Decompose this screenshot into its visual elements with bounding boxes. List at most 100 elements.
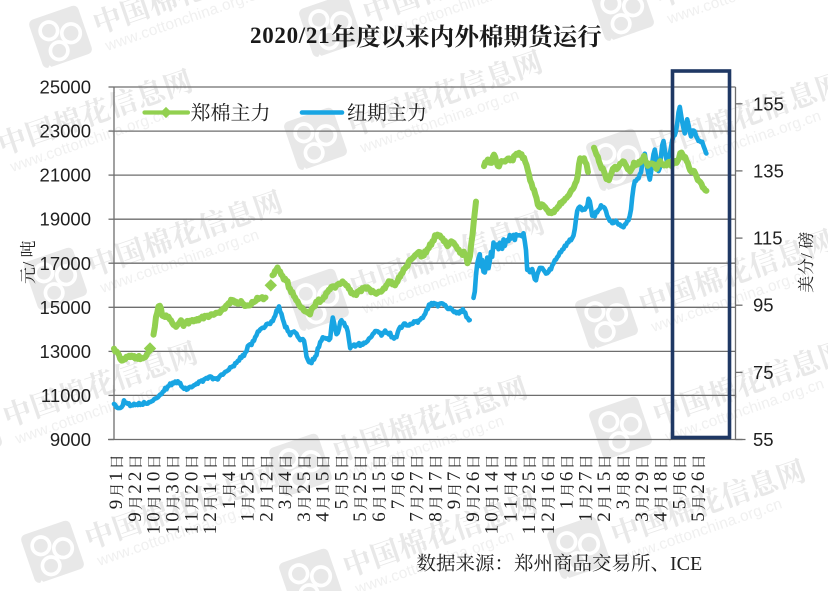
svg-text:8: 8 (651, 472, 672, 482)
svg-text:1: 1 (594, 484, 615, 494)
svg-text:2: 2 (463, 484, 484, 494)
svg-text:15000: 15000 (40, 297, 91, 318)
svg-text:9: 9 (106, 500, 127, 510)
svg-text:7: 7 (425, 472, 446, 482)
svg-text:4: 4 (651, 512, 672, 522)
svg-text:7: 7 (576, 472, 597, 482)
svg-text:1: 1 (219, 500, 240, 510)
svg-text:135: 135 (753, 160, 784, 181)
svg-text:5: 5 (519, 472, 540, 482)
svg-text:0: 0 (181, 472, 202, 482)
svg-text:1: 1 (500, 512, 521, 522)
svg-text:8: 8 (425, 512, 446, 522)
svg-text:3: 3 (163, 484, 184, 494)
svg-text:1: 1 (482, 525, 503, 535)
svg-text:6: 6 (369, 512, 390, 522)
svg-text:6: 6 (538, 472, 559, 482)
svg-text:6: 6 (463, 472, 484, 482)
svg-text:3: 3 (632, 512, 653, 522)
svg-text:2: 2 (256, 512, 277, 522)
svg-text:6: 6 (688, 472, 709, 482)
svg-text:1: 1 (519, 512, 540, 522)
svg-text:2020/21: 2020/21 (250, 23, 330, 48)
svg-text:1: 1 (200, 484, 221, 494)
svg-text:1: 1 (500, 500, 521, 510)
svg-text:1: 1 (425, 484, 446, 494)
svg-text:ICE: ICE (670, 553, 702, 575)
svg-text:6: 6 (669, 472, 690, 482)
svg-text:2: 2 (200, 512, 221, 522)
svg-text:1: 1 (181, 525, 202, 535)
svg-text:1: 1 (538, 484, 559, 494)
svg-text:0: 0 (163, 512, 184, 522)
svg-text:5: 5 (594, 472, 615, 482)
svg-text:5: 5 (350, 512, 371, 522)
svg-text:4: 4 (500, 471, 521, 481)
svg-text:1: 1 (238, 512, 259, 522)
svg-text:1: 1 (106, 472, 127, 482)
svg-text:1: 1 (163, 525, 184, 535)
svg-text:19000: 19000 (40, 209, 91, 230)
svg-text:1: 1 (369, 484, 390, 494)
svg-text:21000: 21000 (40, 165, 91, 186)
svg-text:2: 2 (181, 484, 202, 494)
svg-text:2: 2 (538, 512, 559, 522)
svg-text:5: 5 (331, 500, 352, 510)
svg-text:2: 2 (256, 472, 277, 482)
svg-text:4: 4 (313, 512, 334, 522)
svg-text:2: 2 (294, 484, 315, 494)
svg-text:9: 9 (125, 512, 146, 522)
svg-text:3: 3 (613, 500, 634, 510)
svg-text:2: 2 (519, 484, 540, 494)
svg-text:0: 0 (144, 512, 165, 522)
svg-text:9: 9 (632, 472, 653, 482)
svg-text:9: 9 (463, 512, 484, 522)
svg-text:155: 155 (753, 93, 784, 114)
svg-text:0: 0 (482, 512, 503, 522)
svg-text:5: 5 (313, 472, 334, 482)
svg-text:95: 95 (753, 295, 774, 316)
svg-text:1: 1 (200, 472, 221, 482)
svg-text:/: / (19, 262, 38, 267)
svg-text:5: 5 (350, 472, 371, 482)
svg-text:7: 7 (444, 472, 465, 482)
svg-text:1: 1 (144, 484, 165, 494)
svg-text:6: 6 (388, 472, 409, 482)
svg-text:1: 1 (538, 525, 559, 535)
svg-text:23000: 23000 (40, 121, 91, 142)
svg-text:5: 5 (331, 472, 352, 482)
svg-text:7: 7 (388, 500, 409, 510)
svg-text:3: 3 (294, 512, 315, 522)
svg-text:115: 115 (753, 228, 783, 249)
svg-text:2: 2 (594, 512, 615, 522)
svg-text:1: 1 (256, 484, 277, 494)
svg-text:2: 2 (350, 484, 371, 494)
svg-text:1: 1 (181, 512, 202, 522)
svg-text:7: 7 (407, 472, 428, 482)
svg-text:6: 6 (557, 472, 578, 482)
svg-text:7: 7 (407, 512, 428, 522)
svg-text:2: 2 (125, 472, 146, 482)
svg-text:1: 1 (313, 484, 334, 494)
svg-text:2: 2 (632, 484, 653, 494)
svg-text:4: 4 (482, 471, 503, 481)
svg-text:55: 55 (753, 429, 774, 450)
svg-text:2: 2 (125, 484, 146, 494)
svg-text:1: 1 (651, 484, 672, 494)
svg-text:4: 4 (219, 471, 240, 481)
svg-text:2: 2 (238, 484, 259, 494)
svg-text:8: 8 (613, 472, 634, 482)
svg-text:1: 1 (482, 484, 503, 494)
svg-text:1: 1 (576, 512, 597, 522)
svg-text:11000: 11000 (41, 385, 91, 406)
svg-text:4: 4 (275, 471, 296, 481)
svg-text:2: 2 (688, 484, 709, 494)
svg-text:9000: 9000 (50, 429, 91, 450)
svg-text:5: 5 (238, 472, 259, 482)
svg-text:1: 1 (200, 525, 221, 535)
svg-text:0: 0 (144, 472, 165, 482)
svg-text:0: 0 (163, 472, 184, 482)
svg-text:1: 1 (519, 525, 540, 535)
svg-text:5: 5 (294, 472, 315, 482)
svg-text:2: 2 (576, 484, 597, 494)
